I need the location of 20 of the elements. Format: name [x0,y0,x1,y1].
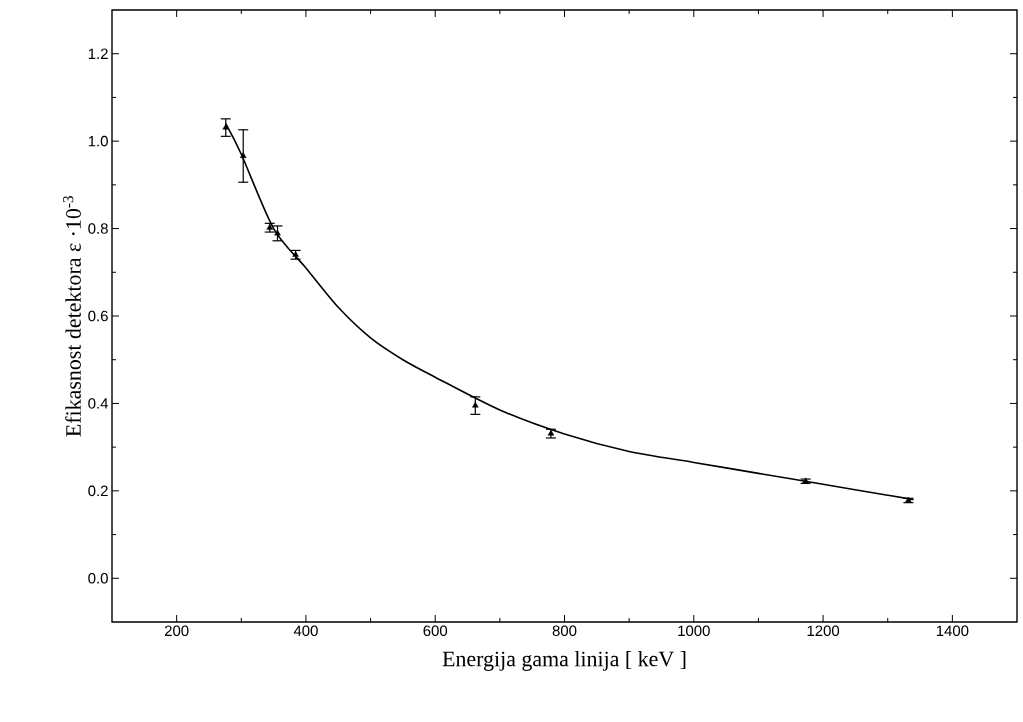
x-tick-label: 1400 [936,625,969,637]
point [240,152,247,158]
y-axis-title: Efikasnost detektora ε ·10$^{-3}$ [63,195,81,437]
point [274,229,281,236]
x-tick-label: 200 [164,625,189,637]
y-tick-label: 0.4 [88,398,109,409]
x-axis-title: Energija gama linija [ keV ] [442,650,686,671]
y-tick-label: 0.6 [88,310,108,322]
y-tick-label: 0.8 [88,223,108,234]
x-tick-label: 600 [423,625,448,637]
x-tick-label: 400 [293,625,318,637]
y-tick-label: 1.2 [88,48,108,59]
y-tick-label: 1.0 [88,135,108,147]
x-tick-label: 1200 [807,625,840,637]
point [222,123,229,130]
y-tick-label: 0.0 [88,572,108,584]
x-tick-label: 800 [552,625,577,637]
x-tick-label: 1000 [678,625,710,637]
point [472,401,479,408]
y-tick-label: 0.2 [88,485,108,497]
